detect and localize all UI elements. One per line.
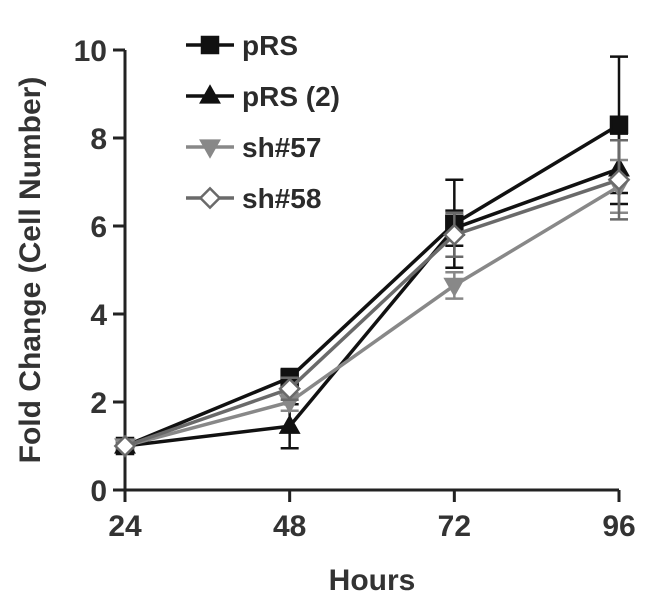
y-tick-label: 4 [90, 299, 107, 332]
legend-swatch-marker [199, 84, 221, 104]
series-prs-2- [114, 132, 630, 454]
legend: pRS pRS (2) sh#57 sh#58 [186, 30, 340, 214]
data-point-triangle-up [278, 414, 301, 434]
x-tick-label: 96 [602, 510, 635, 543]
legend-label: pRS (2) [242, 81, 340, 112]
legend-swatch-marker [200, 35, 220, 55]
x-tick-label: 24 [108, 510, 142, 543]
data-point-triangle-down [443, 277, 466, 298]
series-line [124, 167, 620, 448]
legend-item: sh#57 [186, 132, 321, 163]
y-axis-title: Fold Change (Cell Number) [14, 77, 47, 464]
x-axis-title: Hours [329, 564, 416, 597]
series-sh-58 [113, 138, 631, 458]
legend-item: pRS (2) [186, 81, 340, 112]
y-tick-label: 10 [74, 35, 107, 68]
y-tick-label: 2 [90, 387, 107, 420]
legend-swatch-marker [198, 186, 222, 210]
legend-label: pRS [242, 30, 298, 61]
data-point-diamond [442, 223, 466, 247]
series-prs [115, 55, 629, 456]
data-point-diamond [113, 434, 137, 458]
x-tick-label: 48 [273, 510, 306, 543]
y-tick-label: 0 [90, 475, 107, 508]
data-point-diamond [278, 377, 302, 401]
legend-label: sh#58 [242, 183, 321, 214]
data-point-diamond [607, 168, 631, 192]
legend-item: sh#58 [186, 183, 321, 214]
data-point-square [609, 115, 629, 135]
legend-item: pRS [186, 30, 298, 61]
legend-label: sh#57 [242, 132, 321, 163]
series-layer [113, 55, 631, 458]
series-line [124, 123, 620, 448]
x-tick-label: 72 [438, 510, 471, 543]
legend-swatch-marker [199, 139, 221, 159]
series-line [124, 178, 620, 448]
y-tick-label: 8 [90, 123, 107, 156]
y-tick-label: 6 [90, 211, 107, 244]
series-line [124, 184, 620, 448]
